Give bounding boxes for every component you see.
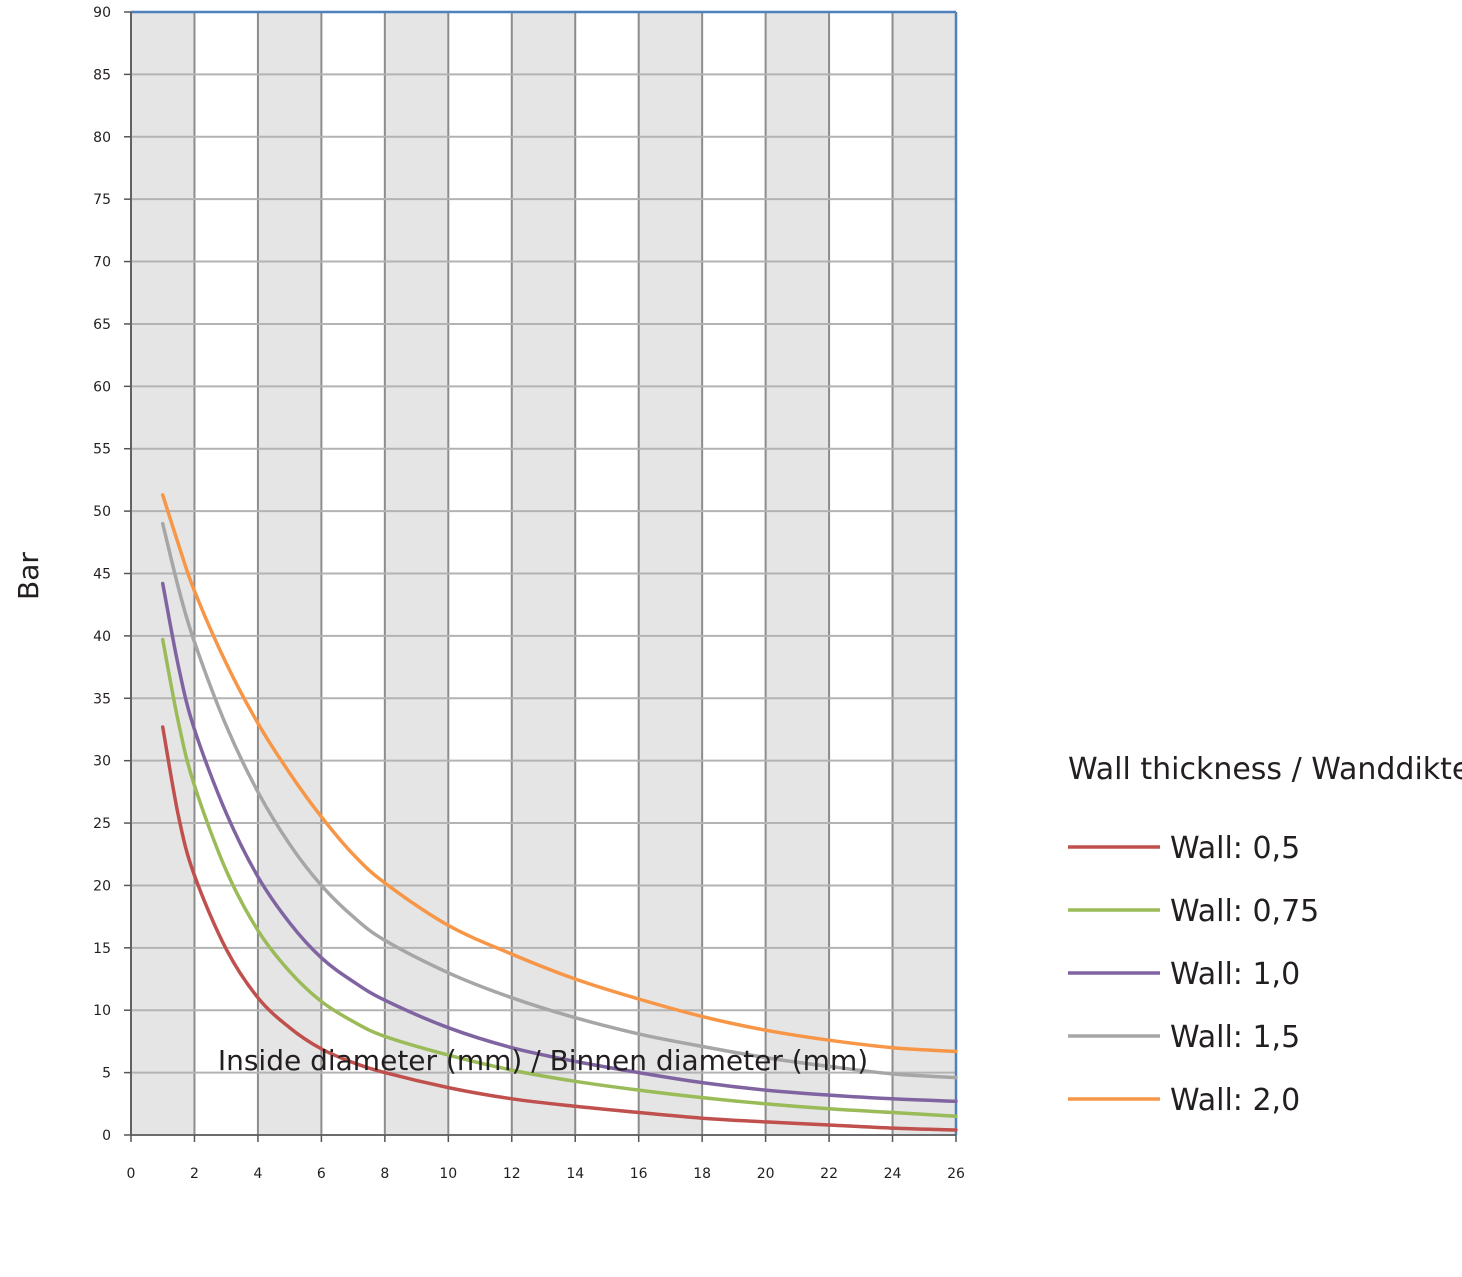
y-tick-label: 65 xyxy=(93,317,111,333)
x-tick-label: 6 xyxy=(317,1166,326,1182)
x-tick-label: 26 xyxy=(947,1166,965,1182)
y-tick-label: 60 xyxy=(93,379,111,395)
legend-label: Wall: 1,5 xyxy=(1170,1020,1300,1055)
x-tick-label: 10 xyxy=(439,1166,457,1182)
series-line xyxy=(160,637,958,1119)
x-tick-label: 0 xyxy=(127,1166,136,1182)
y-tick-label: 70 xyxy=(93,255,111,271)
x-tick-label: 12 xyxy=(503,1166,521,1182)
x-tick-label: 2 xyxy=(190,1166,199,1182)
x-tick-label: 18 xyxy=(693,1166,711,1182)
y-tick-label: 25 xyxy=(93,816,111,832)
y-tick-label: 10 xyxy=(93,1003,111,1019)
y-tick-label: 90 xyxy=(93,5,111,21)
x-tick-label: 8 xyxy=(380,1166,389,1182)
legend: Wall thickness / Wanddikte Wall: 0,5Wall… xyxy=(1068,752,1462,1118)
y-tick-label: 0 xyxy=(102,1128,111,1144)
y-tick-label: 35 xyxy=(93,691,111,707)
x-tick-label: 24 xyxy=(884,1166,902,1182)
y-tick-label: 5 xyxy=(102,1066,111,1082)
y-tick-label: 85 xyxy=(93,67,111,83)
y-tick-label: 20 xyxy=(93,878,111,894)
y-tick-label: 55 xyxy=(93,442,111,458)
legend-label: Wall: 2,0 xyxy=(1170,1083,1300,1118)
x-tick-label: 20 xyxy=(757,1166,775,1182)
series-line xyxy=(160,493,958,1054)
y-tick-label: 80 xyxy=(93,130,111,146)
legend-items: Wall: 0,5 Wall: 0,75 Wall: 1,0 Wall: 1,5 Wal… xyxy=(1068,831,1319,1118)
y-tick-label: 40 xyxy=(93,629,111,645)
x-tick-label: 16 xyxy=(630,1166,648,1182)
y-tick-label: 50 xyxy=(93,504,111,520)
y-tick-label: 15 xyxy=(93,941,111,957)
legend-label: Wall: 0,5 xyxy=(1170,831,1300,866)
x-axis-title: Inside diameter (mm) / Binnen diameter (… xyxy=(218,1044,868,1077)
legend-label: Wall: 0,75 xyxy=(1170,894,1319,929)
y-tick-label: 75 xyxy=(93,192,111,208)
series-line xyxy=(160,581,958,1104)
series-lines xyxy=(160,493,958,1132)
y-tick-label: 45 xyxy=(93,567,111,583)
series-line xyxy=(160,725,958,1132)
legend-title: Wall thickness / Wanddikte xyxy=(1068,752,1462,787)
grid-lines xyxy=(130,11,957,1136)
y-tick-label: 30 xyxy=(93,754,111,770)
y-axis-title: Bar xyxy=(12,552,45,600)
x-tick-label: 4 xyxy=(253,1166,262,1182)
x-tick-label: 22 xyxy=(820,1166,838,1182)
x-tick-label: 14 xyxy=(566,1166,584,1182)
legend-label: Wall: 1,0 xyxy=(1170,957,1300,992)
series-line xyxy=(160,521,958,1080)
